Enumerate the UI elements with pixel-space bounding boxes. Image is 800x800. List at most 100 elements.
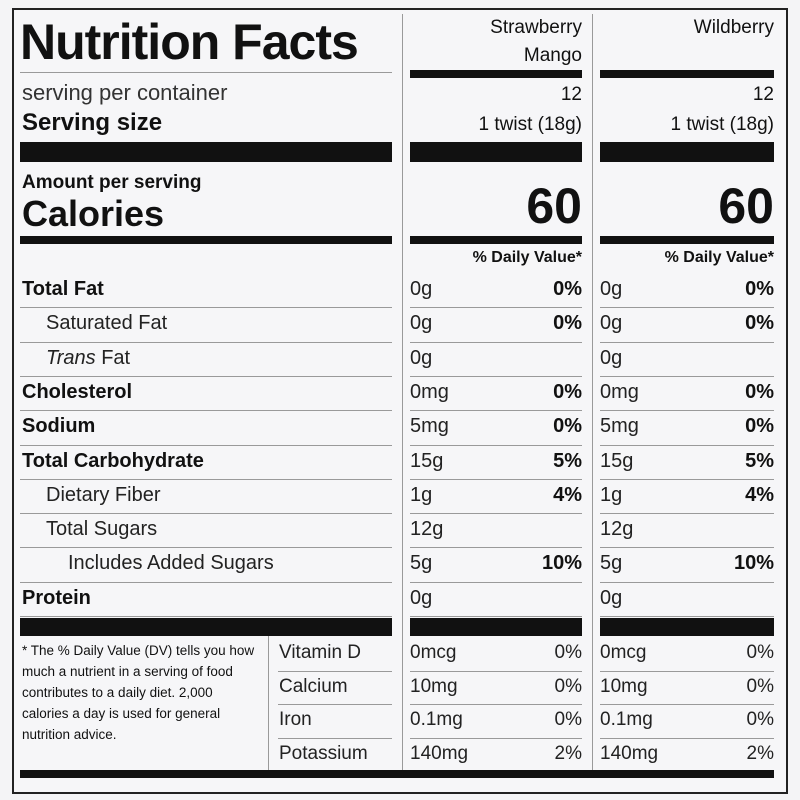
column-2-header-bar (600, 70, 774, 78)
column-2-percent: 0% (745, 312, 774, 334)
column-2-vitamin-percent: 0% (746, 709, 774, 730)
column-1-percent: 0% (553, 312, 582, 334)
column-separator-2 (592, 14, 593, 770)
nutrient-name: Cholesterol (22, 381, 133, 403)
row-divider (410, 410, 582, 411)
column-2-vitamin-percent: 0% (746, 676, 774, 697)
nutrient-name: Sodium (22, 415, 96, 437)
column-1-amount: 15g (410, 450, 444, 472)
vitamin-name: Vitamin D (279, 642, 362, 663)
column-1-vitamin-amount: 140mg (410, 743, 469, 764)
column-1-amount: 0g (410, 278, 433, 300)
label-title: Nutrition Facts (20, 14, 359, 70)
vitamins-divider-left (20, 618, 392, 636)
vitamins-divider-col2 (600, 618, 774, 636)
row-divider (20, 410, 392, 411)
nutrient-name: Includes Added Sugars (68, 552, 274, 574)
vitamin-row-divider (600, 738, 774, 739)
column-2-vitamin-percent: 0% (746, 642, 774, 663)
column-1-calories: 60 (526, 178, 582, 234)
column-1-percent: 5% (553, 450, 582, 472)
row-divider (410, 582, 582, 583)
column-1-vitamin-amount: 0mcg (410, 642, 457, 663)
column-2-percent: 10% (733, 552, 774, 574)
row-divider (600, 547, 774, 548)
column-1-percent: 4% (553, 484, 582, 506)
nutrient-name: Trans Fat (46, 343, 130, 373)
row-divider (600, 513, 774, 514)
thick-divider-col1 (410, 142, 582, 162)
calories-divider-col2 (600, 236, 774, 244)
serving-size-label: Serving size (22, 109, 163, 136)
row-divider (410, 479, 582, 480)
row-divider (20, 307, 392, 308)
column-1-vitamin-percent: 0% (554, 642, 582, 663)
column-1-vitamin-percent: 2% (554, 743, 582, 764)
row-divider (600, 582, 774, 583)
row-divider (600, 479, 774, 480)
column-1-vitamin-amount: 10mg (410, 676, 458, 697)
daily-value-footnote: * The % Daily Value (DV) tells you how m… (22, 643, 255, 742)
column-2-amount: 0g (600, 587, 623, 609)
column-2-percent: 0% (745, 381, 774, 403)
column-2-amount: 1g (600, 484, 623, 506)
vitamin-row-divider (278, 671, 392, 672)
nutrient-name: Protein (22, 587, 91, 609)
nutrition-label-frame (12, 8, 788, 794)
row-divider (600, 445, 774, 446)
column-2-vitamin-amount: 0mcg (600, 642, 647, 663)
column-1-amount: 1g (410, 484, 433, 506)
column-2-amount: 0g (600, 347, 623, 369)
nutrient-name: Total Sugars (46, 518, 158, 540)
vitamin-row-divider (600, 671, 774, 672)
column-1-amount: 0g (410, 587, 433, 609)
column-separator-1 (402, 14, 403, 770)
column-1-percent: 0% (553, 381, 582, 403)
row-divider (600, 342, 774, 343)
column-1-amount: 0g (410, 312, 433, 334)
column-1-vitamin-percent: 0% (554, 676, 582, 697)
column-2-amount: 12g (600, 518, 634, 540)
column-1-header-bar (410, 70, 582, 78)
column-2-amount: 5g (600, 552, 623, 574)
column-1-percent: 0% (553, 278, 582, 300)
vitamin-name: Iron (279, 709, 312, 730)
servings-per-container-label: serving per container (22, 80, 228, 105)
column-1-serving-size: 1 twist (18g) (478, 114, 582, 135)
column-1-daily-value-header: % Daily Value* (472, 249, 582, 266)
column-1-servings: 12 (560, 84, 582, 105)
column-1-vitamin-amount: 0.1mg (410, 709, 463, 730)
vitamin-row-divider (410, 738, 582, 739)
vitamin-row-divider (278, 704, 392, 705)
column-1-amount: 0mg (410, 381, 449, 403)
column-2-servings: 12 (752, 84, 774, 105)
column-2-percent: 0% (745, 278, 774, 300)
column-2-amount: 0mg (600, 381, 639, 403)
calories-divider-left (20, 236, 392, 244)
nutrient-name: Dietary Fiber (46, 484, 161, 506)
column-1-percent: 0% (553, 415, 582, 437)
row-divider (20, 479, 392, 480)
vitamin-row-divider (410, 671, 582, 672)
row-divider (410, 376, 582, 377)
row-divider (410, 547, 582, 548)
column-2-vitamin-amount: 140mg (600, 743, 659, 764)
column-2-vitamin-amount: 0.1mg (600, 709, 653, 730)
nutrient-name: Total Carbohydrate (22, 450, 204, 472)
bottom-bar (20, 770, 774, 778)
calories-divider-col1 (410, 236, 582, 244)
row-divider (410, 307, 582, 308)
thick-divider-col2 (600, 142, 774, 162)
column-1-amount: 5mg (410, 415, 449, 437)
vitamin-name: Calcium (279, 676, 348, 697)
calories-label: Calories (22, 193, 165, 234)
column-1-amount: 12g (410, 518, 444, 540)
vitamins-divider-col1 (410, 618, 582, 636)
nutrient-name-rest: Fat (95, 347, 131, 369)
row-divider (410, 445, 582, 446)
nutrient-name-italic: Trans (46, 347, 96, 369)
row-divider (20, 513, 392, 514)
row-divider (410, 342, 582, 343)
column-1-amount: 5g (410, 552, 433, 574)
column-2-vitamin-percent: 2% (746, 743, 774, 764)
